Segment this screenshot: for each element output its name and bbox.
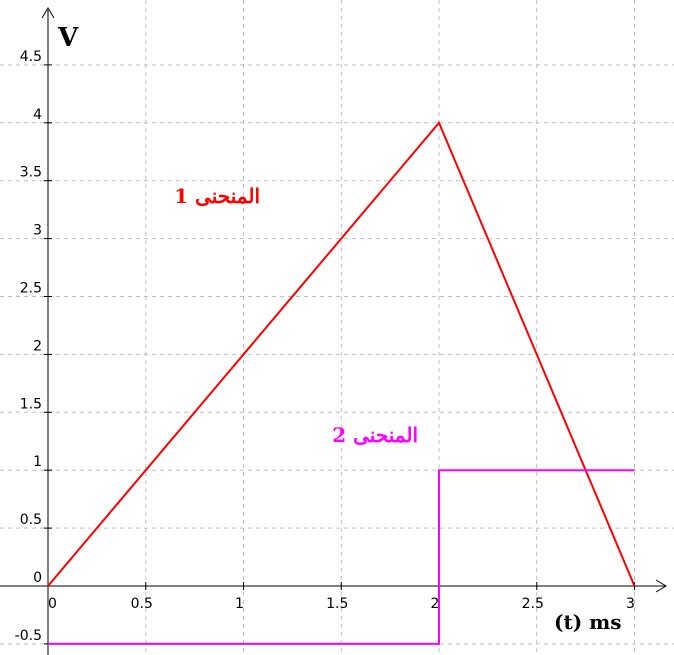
- y-tick-label: 2: [33, 338, 42, 354]
- y-tick-label: 3.5: [20, 165, 42, 181]
- x-tick-label: 1.5: [326, 596, 348, 612]
- y-tick-label: 1.5: [20, 396, 42, 412]
- tick-labels: 0 0.5 1 1.5 2 2.5 3 -0.5 0 0.5 1 1.5 2 2.5 3 3.5 4 4.5: [15, 49, 635, 644]
- x-tick-label: 0.5: [131, 596, 153, 612]
- y-tick-label: 4: [33, 107, 42, 123]
- x-tick-label: 2.5: [522, 596, 544, 612]
- series-label-curve-2: المنحنى 2: [332, 423, 418, 447]
- x-tick-label: 2: [431, 596, 440, 612]
- y-tick-label: 1: [33, 454, 42, 470]
- y-tick-label: 3: [33, 223, 42, 239]
- y-tick-label: 2.5: [20, 281, 42, 297]
- x-tick-label: 1: [235, 596, 244, 612]
- y-axis-label: V: [57, 23, 79, 53]
- x-tick-label: 3: [626, 596, 635, 612]
- x-axis-label: (t) ms: [554, 610, 622, 634]
- series-label-curve-1: المنحنى 1: [174, 184, 260, 208]
- y-tick-label: 0.5: [20, 512, 42, 528]
- series-lines: [47, 120, 636, 645]
- axes: [0, 7, 667, 655]
- y-tick-label: 0: [33, 570, 42, 586]
- y-tick-label: 4.5: [20, 49, 42, 65]
- series-line-2: [48, 469, 635, 645]
- y-tick-label: -0.5: [15, 628, 42, 644]
- x-tick-label: 0: [48, 596, 57, 612]
- x-axis-arrow: [655, 579, 667, 593]
- y-axis-arrow: [41, 7, 55, 19]
